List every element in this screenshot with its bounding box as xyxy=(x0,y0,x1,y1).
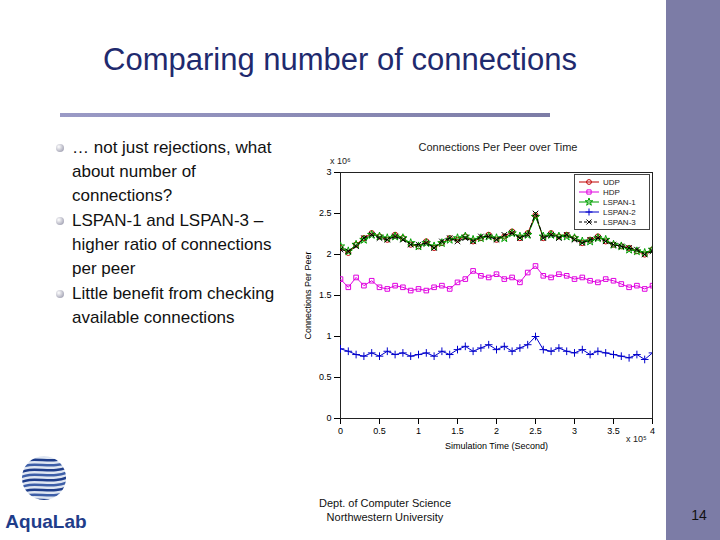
svg-text:4: 4 xyxy=(650,426,655,436)
html-text:Dept. of Computer Science: Dept. of Computer Science xyxy=(319,497,451,509)
svg-text:AquaLab: AquaLab xyxy=(5,511,86,532)
svg-text:UDP: UDP xyxy=(603,178,620,187)
html-text:Connections Per Peer over Time: Connections Per Peer over Time xyxy=(418,141,578,153)
svg-text:0.5: 0.5 xyxy=(373,426,386,436)
svg-text:1.5: 1.5 xyxy=(451,426,464,436)
html-text:Comparing number of connection: Comparing number of connections xyxy=(103,42,577,77)
html-text:Little benefit from checking a: Little benefit from checking available c… xyxy=(72,284,275,327)
svg-text:Connections Per Peer: Connections Per Peer xyxy=(303,251,313,339)
svg-text:1: 1 xyxy=(416,426,421,436)
svg-text:3: 3 xyxy=(326,167,331,177)
svg-text:LSPAN-3: LSPAN-3 xyxy=(603,218,636,227)
svg-text:HDP: HDP xyxy=(603,188,620,197)
svg-text:Simulation Time (Second): Simulation Time (Second) xyxy=(445,441,548,451)
svg-text:1.5: 1.5 xyxy=(319,290,332,300)
svg-text:2: 2 xyxy=(326,249,331,259)
svg-text:LSPAN-1: LSPAN-1 xyxy=(603,198,636,207)
svg-text:0.5: 0.5 xyxy=(319,372,332,382)
html-text:x 10⁶: x 10⁶ xyxy=(330,156,351,166)
svg-text:2: 2 xyxy=(494,426,499,436)
svg-text:2.5: 2.5 xyxy=(319,208,332,218)
html-text:LSPAN-1 and LSPAN-3 – higher r: LSPAN-1 and LSPAN-3 – higher ratio of co… xyxy=(72,211,272,278)
html-text:… not just rejections, what ab: … not just rejections, what about number… xyxy=(72,138,272,205)
svg-text:0: 0 xyxy=(326,413,331,423)
html-text:x 10⁵: x 10⁵ xyxy=(626,434,647,444)
html-text:Northwestern University: Northwestern University xyxy=(326,511,444,523)
svg-text:LSPAN-2: LSPAN-2 xyxy=(603,208,636,217)
svg-text:2.5: 2.5 xyxy=(529,426,542,436)
svg-text:1: 1 xyxy=(326,331,331,341)
svg-text:3: 3 xyxy=(572,426,577,436)
svg-text:0: 0 xyxy=(338,426,343,436)
html-text:14: 14 xyxy=(691,507,707,523)
svg-text:3.5: 3.5 xyxy=(607,426,620,436)
